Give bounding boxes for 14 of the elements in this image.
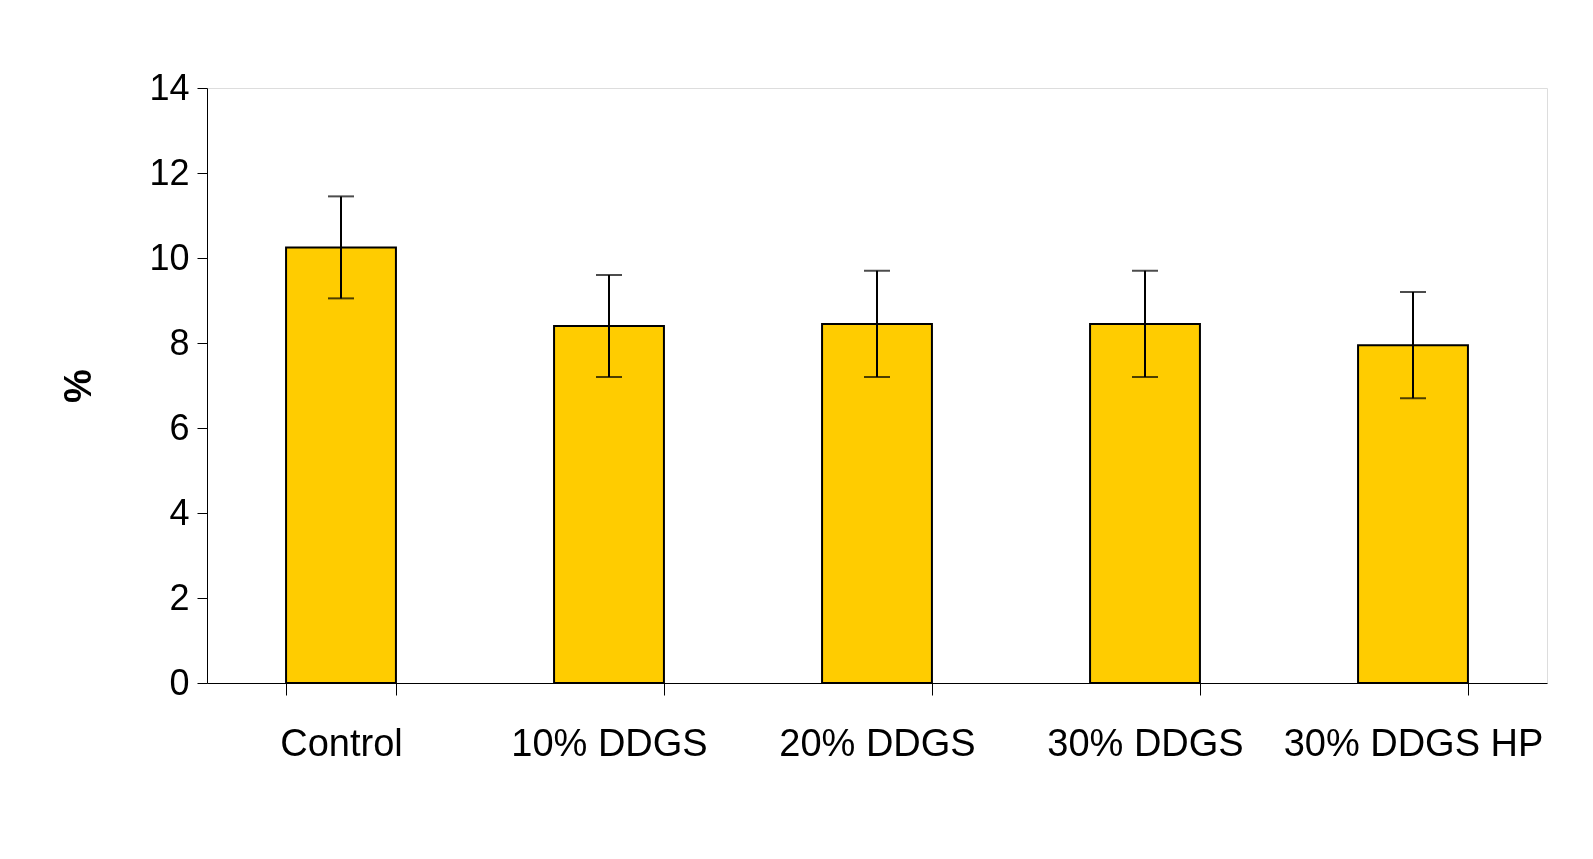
x-tick-label: Control xyxy=(280,721,403,764)
y-tick-label: 4 xyxy=(169,491,190,533)
x-tick-label: 30% DDGS xyxy=(1047,721,1244,764)
x-tick-label: 30% DDGS HP xyxy=(1283,721,1544,764)
y-tick-label: 8 xyxy=(169,321,190,363)
y-tick-label: 14 xyxy=(149,66,190,108)
y-axis-title: % xyxy=(57,369,100,403)
x-tick-label: 10% DDGS xyxy=(511,721,708,764)
x-tick-label: 20% DDGS xyxy=(779,721,976,764)
y-tick-label: 0 xyxy=(169,661,190,703)
y-tick-label: 6 xyxy=(169,406,190,448)
y-tick-label: 10 xyxy=(149,236,190,278)
y-tick-label: 12 xyxy=(149,151,190,193)
y-tick-label: 2 xyxy=(169,576,190,618)
